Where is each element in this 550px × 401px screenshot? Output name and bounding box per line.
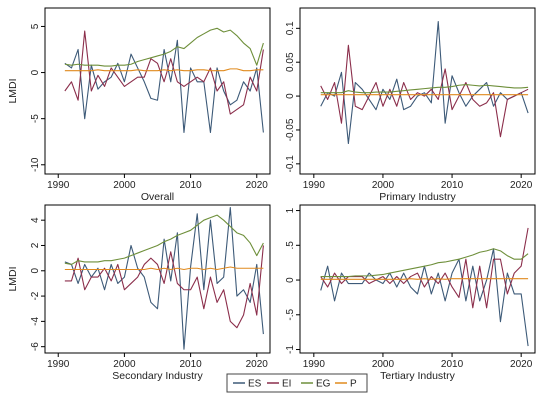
y-tick-label: 2 bbox=[30, 242, 41, 248]
series-line-eg bbox=[64, 27, 264, 67]
series-line-es bbox=[64, 39, 264, 134]
y-tick-label: 0 bbox=[30, 69, 41, 75]
panel-title: Primary Industry bbox=[379, 191, 456, 203]
y-axis-label: LMDI bbox=[7, 266, 19, 291]
y-tick-label: -4 bbox=[30, 316, 41, 325]
series-line-eg bbox=[320, 84, 529, 94]
y-tick-label: .5 bbox=[285, 241, 296, 250]
panel-secondary-industry: -6 -4 -2 0 2 4 1990 2000 2010 2020 Secondary Indus… bbox=[7, 204, 271, 382]
y-axis-label: LMDI bbox=[7, 78, 19, 103]
panel-tertiary-industry: -1 -.5 0 .5 1 1990 2000 2010 2020 Tertiary Indust… bbox=[285, 204, 536, 382]
series-line-p bbox=[64, 266, 264, 271]
x-tick-label: 2000 bbox=[372, 359, 395, 370]
plot-frame bbox=[44, 204, 271, 354]
series-line-es bbox=[320, 21, 529, 145]
x-tick-label: 1990 bbox=[47, 180, 70, 191]
y-tick-label: 0.1 bbox=[285, 21, 296, 35]
y-tick-label: 5 bbox=[30, 23, 41, 29]
series-line-ei bbox=[64, 30, 264, 115]
x-tick-label: 2020 bbox=[246, 180, 269, 191]
series-line-es bbox=[64, 206, 264, 350]
x-tick-label: 2020 bbox=[246, 359, 269, 370]
x-tick-label: 2010 bbox=[179, 359, 202, 370]
legend-label-eg: EG bbox=[316, 379, 331, 390]
x-tick-label: 2010 bbox=[441, 359, 464, 370]
panel-title: Tertiary Industry bbox=[380, 370, 455, 382]
x-tick-label: 2000 bbox=[113, 180, 136, 191]
x-tick-label: 2020 bbox=[510, 359, 533, 370]
legend-label-p: P bbox=[350, 379, 357, 390]
y-tick-label: 0 bbox=[285, 93, 296, 99]
y-tick-label: -2 bbox=[30, 291, 41, 300]
x-tick-label: 2020 bbox=[510, 180, 533, 191]
panel-primary-industry: -0.1 -0.05 0 0.05 0.1 1990 2000 2010 2020 Primary… bbox=[285, 7, 536, 203]
y-tick-label: -6 bbox=[30, 342, 41, 351]
y-tick-label: 4 bbox=[30, 217, 41, 223]
series-line-eg bbox=[64, 214, 264, 265]
legend-label-es: ES bbox=[248, 379, 262, 390]
series-line-ei bbox=[320, 44, 529, 138]
x-tick-label: 2010 bbox=[441, 180, 464, 191]
x-tick-label: 2000 bbox=[372, 180, 395, 191]
series-line-p bbox=[64, 68, 264, 72]
y-tick-label: 0.05 bbox=[285, 52, 296, 72]
legend: ES EI EG P bbox=[226, 373, 368, 393]
series-line-ei bbox=[320, 227, 529, 309]
y-tick-label: -10 bbox=[30, 157, 41, 172]
legend-box bbox=[226, 373, 368, 393]
series-line-p bbox=[320, 278, 529, 280]
x-tick-label: 1990 bbox=[303, 180, 326, 191]
y-tick-label: -.5 bbox=[285, 309, 296, 321]
panel-title: Overall bbox=[141, 191, 174, 203]
series-line-eg bbox=[320, 248, 529, 278]
x-tick-label: 1990 bbox=[47, 359, 70, 370]
x-tick-label: 1990 bbox=[303, 359, 326, 370]
y-tick-label: 1 bbox=[285, 207, 296, 213]
panel-title: Secondary Industry bbox=[112, 370, 203, 382]
legend-label-ei: EI bbox=[282, 379, 291, 390]
y-tick-label: 0 bbox=[285, 277, 296, 283]
y-tick-label: -0.1 bbox=[285, 155, 296, 173]
plot-frame bbox=[299, 7, 536, 175]
series-line-ei bbox=[64, 245, 264, 329]
y-tick-label: -5 bbox=[30, 114, 41, 123]
x-tick-label: 2000 bbox=[113, 359, 136, 370]
panel-overall: -10 -5 0 5 1990 2000 2010 2020 Overall LMDI bbox=[7, 7, 271, 203]
y-tick-label: -1 bbox=[285, 345, 296, 354]
y-tick-label: -0.05 bbox=[285, 118, 296, 141]
y-tick-label: 0 bbox=[30, 268, 41, 274]
x-tick-label: 2010 bbox=[179, 180, 202, 191]
